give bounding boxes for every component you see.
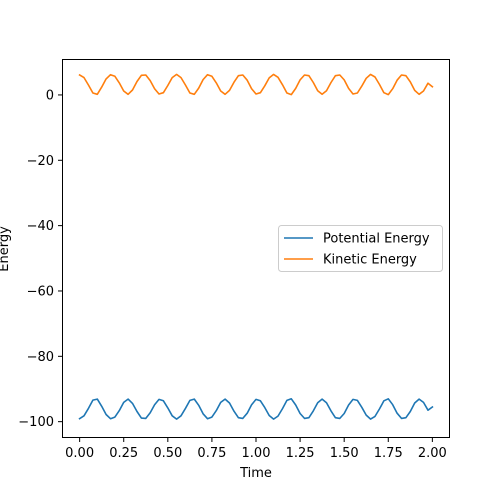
legend: Potential Energy Kinetic Energy bbox=[278, 225, 443, 272]
legend-label-1: Kinetic Energy bbox=[323, 253, 417, 268]
x-axis: 0.00 0.25 0.50 0.75 1.00 1.25 1.50 1.75 2.00 bbox=[65, 438, 447, 461]
plot-frame bbox=[62, 59, 450, 438]
x-tick-label: 1.25 bbox=[286, 446, 315, 461]
x-tick-label: 0.25 bbox=[109, 446, 138, 461]
x-tick-label: 0.75 bbox=[197, 446, 226, 461]
y-axis-label: Energy bbox=[0, 226, 12, 272]
series-line-1 bbox=[78, 73, 434, 96]
x-tick-label: 0.50 bbox=[153, 446, 182, 461]
y-tick-label: −80 bbox=[27, 350, 54, 365]
y-tick-label: 0 bbox=[46, 88, 54, 103]
y-tick-label: −20 bbox=[27, 154, 54, 169]
x-tick-label: 1.00 bbox=[242, 446, 271, 461]
legend-label-0: Potential Energy bbox=[323, 232, 430, 247]
y-tick-label: −100 bbox=[18, 415, 54, 430]
x-tick-label: 1.50 bbox=[330, 446, 359, 461]
x-tick-label: 1.75 bbox=[374, 446, 403, 461]
x-axis-label: Time bbox=[239, 466, 272, 481]
series-line-0 bbox=[78, 397, 434, 420]
series-layer bbox=[78, 73, 434, 420]
y-tick-label: −60 bbox=[27, 284, 54, 299]
y-axis: 0 −20 −40 −60 −80 −100 bbox=[18, 88, 62, 430]
y-tick-label: −40 bbox=[27, 219, 54, 234]
x-tick-label: 2.00 bbox=[418, 446, 447, 461]
x-tick-label: 0.00 bbox=[65, 446, 94, 461]
legend-box bbox=[278, 225, 443, 272]
